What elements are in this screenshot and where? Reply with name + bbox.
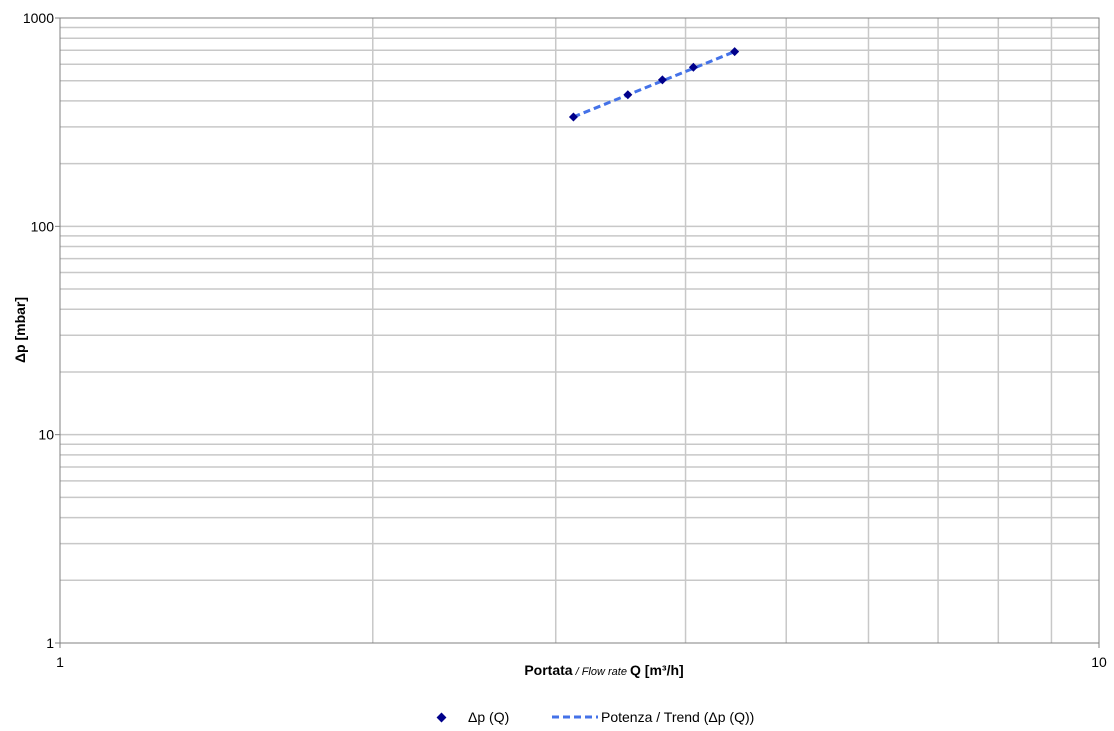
legend-label-trend: Potenza / Trend (Δp (Q))	[601, 709, 754, 725]
x-axis-title: Portata / Flow rate Q [m³/h]	[524, 662, 683, 678]
x-axis-title-bold-1: Portata	[524, 662, 572, 678]
y-tick-label: 1	[46, 635, 54, 651]
data-point	[568, 112, 578, 122]
data-point	[623, 90, 633, 100]
trendline	[572, 50, 736, 119]
x-axis-title-italic: / Flow rate	[573, 666, 630, 678]
y-tick-label: 1000	[23, 10, 54, 26]
legend-item-markers: Δp (Q)	[436, 709, 509, 725]
legend-label-markers: Δp (Q)	[468, 709, 509, 725]
x-axis-title-bold-2: Q [m³/h]	[630, 662, 684, 678]
tick-labels: 1 10 100 1000 1 10	[23, 10, 1107, 670]
data-point	[657, 75, 667, 85]
y-tick-label: 100	[31, 218, 55, 234]
legend-item-trend: Potenza / Trend (Δp (Q))	[552, 709, 754, 725]
y-tick-label: 10	[38, 427, 54, 443]
legend-marker-diamond-icon	[436, 712, 447, 723]
data-point	[730, 47, 740, 57]
plot-frame	[59, 17, 1100, 644]
x-tick-label: 1	[56, 654, 64, 670]
y-axis-title: Δp [mbar]	[12, 297, 28, 363]
data-point	[688, 62, 698, 72]
x-tick-label: 10	[1091, 654, 1107, 670]
legend: Δp (Q) Potenza / Trend (Δp (Q))	[436, 709, 754, 725]
series-layer	[568, 47, 740, 122]
grid	[60, 18, 1099, 643]
